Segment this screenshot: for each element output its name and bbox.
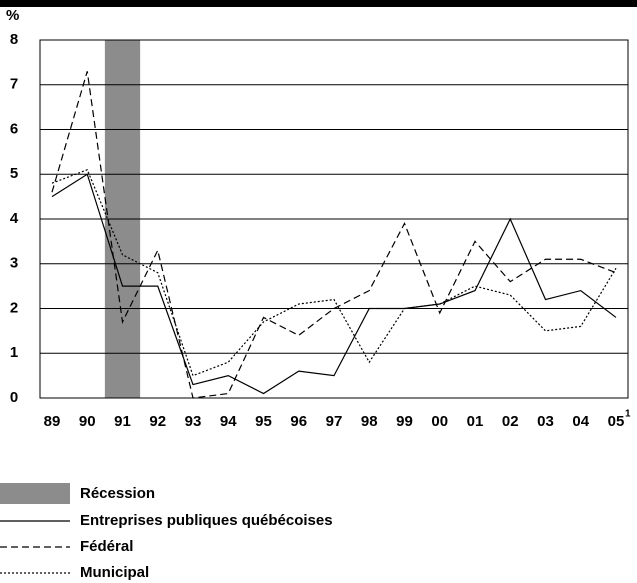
x-tick-label: 00 [431, 413, 448, 430]
y-tick-label: 5 [10, 165, 18, 182]
series-line [51, 169, 617, 377]
x-tick-label: 01 [467, 413, 484, 430]
x-tick-label: 91 [114, 413, 131, 430]
y-tick-label: 1 [10, 344, 18, 361]
x-tick-label: 90 [79, 413, 96, 430]
series-line [51, 71, 617, 399]
x-tick-label: 97 [326, 413, 343, 430]
y-tick-label: 6 [10, 120, 18, 137]
legend-label: Fédéral [80, 538, 133, 555]
y-tick-label: 7 [10, 76, 18, 93]
y-tick-label: 4 [10, 210, 19, 227]
legend-label: Municipal [80, 564, 149, 581]
legend-label: Entreprises publiques québécoises [80, 512, 333, 529]
y-tick-label: 0 [10, 389, 18, 406]
x-tick-label: 95 [255, 413, 272, 430]
x-tick-label: 99 [396, 413, 413, 430]
plot-frame [39, 39, 629, 399]
legend-swatch [0, 483, 70, 504]
top-bar [0, 0, 637, 7]
x-tick-label: 98 [361, 413, 378, 430]
x-tick-label: 02 [502, 413, 519, 430]
y-tick-label: 2 [10, 299, 18, 316]
x-tick-label: 92 [149, 413, 166, 430]
y-tick-label: 3 [10, 255, 18, 272]
x-tick-label: 94 [220, 413, 237, 430]
x-tick-label: 04 [572, 413, 589, 430]
x-tick-label: 05 [608, 413, 625, 430]
y-tick-label: 8 [10, 31, 18, 48]
footnote-marker: 1 [625, 409, 631, 420]
x-tick-label: 03 [537, 413, 554, 430]
x-tick-label: 89 [44, 413, 61, 430]
x-tick-label: 93 [185, 413, 202, 430]
x-tick-label: 96 [290, 413, 307, 430]
series-line [51, 173, 617, 395]
legend-label: Récession [80, 485, 155, 502]
y-axis-label: % [6, 7, 19, 24]
